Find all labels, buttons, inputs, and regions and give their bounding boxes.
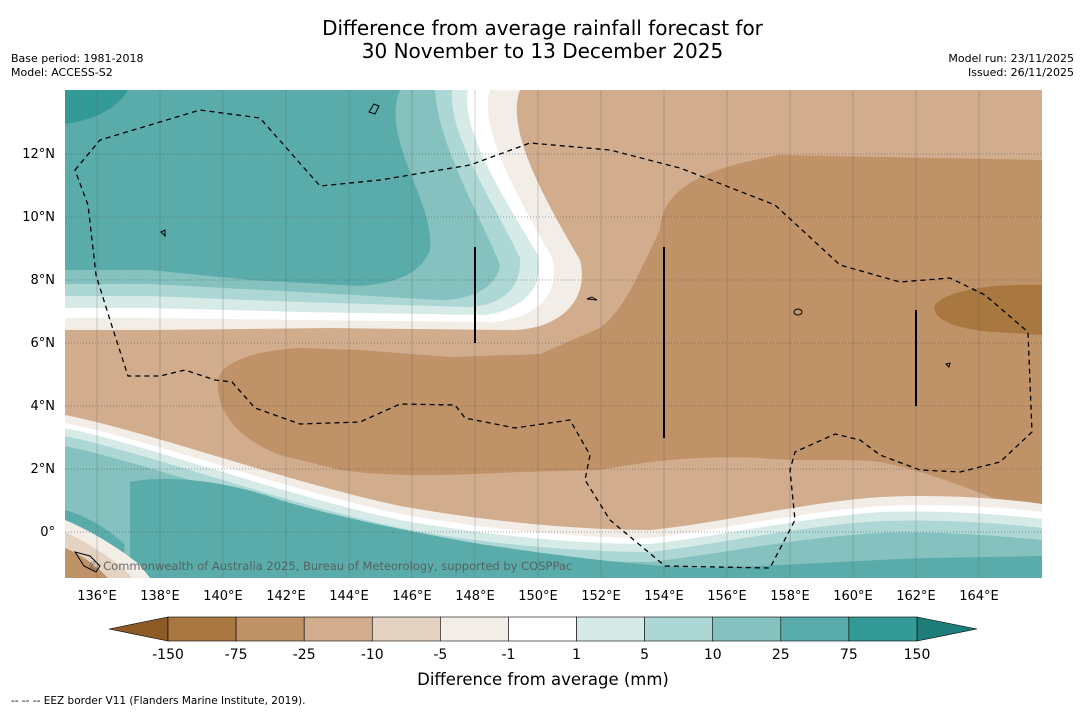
lat-labels: 12°N 10°N 8°N 6°N 4°N 2°N 0° bbox=[22, 147, 55, 540]
lat-label: 6°N bbox=[31, 336, 56, 351]
lon-label: 160°E bbox=[833, 589, 873, 604]
colorbar-swatch bbox=[440, 616, 509, 642]
wet-core-150 bbox=[65, 90, 128, 124]
title-line-1: Difference from average rainfall forecas… bbox=[322, 16, 763, 40]
lon-labels: 136°E 138°E 140°E 142°E 144°E 146°E 148°… bbox=[77, 589, 999, 604]
colorbar-swatch bbox=[371, 616, 441, 642]
lon-label: 146°E bbox=[392, 589, 432, 604]
lon-label: 148°E bbox=[455, 589, 495, 604]
lon-label: 144°E bbox=[329, 589, 369, 604]
colorbar-tick-label: -5 bbox=[433, 647, 447, 663]
colorbar-swatch bbox=[508, 616, 577, 642]
base-period: Base period: 1981-2018 bbox=[11, 52, 144, 65]
colorbar-swatch bbox=[712, 616, 782, 642]
lat-label: 10°N bbox=[22, 210, 55, 225]
issued-date: Issued: 26/11/2025 bbox=[967, 66, 1074, 79]
lon-label: 138°E bbox=[140, 589, 180, 604]
colorbar-swatch bbox=[644, 616, 714, 642]
colorbar-tick-label: 150 bbox=[904, 647, 931, 663]
colorbar-tick-label: 10 bbox=[704, 647, 722, 663]
lat-label: 4°N bbox=[31, 399, 56, 414]
colorbar-tick-label: 5 bbox=[640, 647, 649, 663]
lat-label: 2°N bbox=[31, 462, 56, 477]
lon-label: 152°E bbox=[581, 589, 621, 604]
vertical-marks bbox=[474, 247, 917, 438]
dry-core-75 bbox=[934, 284, 1042, 335]
graticule bbox=[65, 153, 1042, 533]
colorbar-swatch bbox=[235, 616, 305, 642]
lat-label: 0° bbox=[40, 525, 55, 540]
colorbar-title: Difference from average (mm) bbox=[417, 670, 669, 689]
dry-band-25 bbox=[217, 155, 1042, 520]
lat-label: 8°N bbox=[31, 273, 56, 288]
lon-label: 156°E bbox=[707, 589, 747, 604]
colorbar-tick-label: 25 bbox=[772, 647, 790, 663]
colorbar bbox=[108, 616, 978, 642]
lon-label: 164°E bbox=[959, 589, 999, 604]
eez-border bbox=[74, 109, 1033, 569]
model-run: Model run: 23/11/2025 bbox=[948, 52, 1074, 65]
colorbar-swatch bbox=[576, 616, 645, 642]
colorbar-tick-label: -1 bbox=[501, 647, 515, 663]
lon-label: 142°E bbox=[266, 589, 306, 604]
islands bbox=[73, 103, 951, 573]
colorbar-labels: -150 -75 -25 -10 -5 -1 1 5 10 25 75 150 bbox=[152, 647, 930, 663]
colorbar-tick-label: 1 bbox=[572, 647, 581, 663]
colorbar-over-arrow bbox=[916, 616, 978, 642]
lat-label: 12°N bbox=[22, 147, 55, 162]
lon-label: 140°E bbox=[203, 589, 243, 604]
colorbar-swatch bbox=[167, 616, 237, 642]
model-name: Model: ACCESS-S2 bbox=[11, 66, 113, 79]
south-band-75 bbox=[130, 478, 1042, 578]
copyright-note: © Commonwealth of Australia 2025, Bureau… bbox=[88, 559, 572, 573]
lon-label: 154°E bbox=[644, 589, 684, 604]
eez-footnote: -- -- -- EEZ border V11 (Flanders Marine… bbox=[11, 695, 306, 707]
wet-band-75 bbox=[65, 90, 431, 286]
meridians bbox=[96, 90, 980, 578]
lon-label: 136°E bbox=[77, 589, 117, 604]
colorbar-under-arrow bbox=[108, 616, 169, 642]
lon-label: 158°E bbox=[770, 589, 810, 604]
lon-label: 162°E bbox=[896, 589, 936, 604]
colorbar-tick-label: -75 bbox=[225, 647, 248, 663]
colorbar-tick-label: 75 bbox=[840, 647, 858, 663]
colorbar-swatch bbox=[780, 616, 850, 642]
colorbar-tick-label: -25 bbox=[293, 647, 316, 663]
colorbar-tick-label: -10 bbox=[361, 647, 384, 663]
colorbar-tick-label: -150 bbox=[152, 647, 184, 663]
title-line-2: 30 November to 13 December 2025 bbox=[361, 39, 724, 63]
colorbar-swatch bbox=[848, 616, 918, 642]
map-panel: © Commonwealth of Australia 2025, Bureau… bbox=[65, 90, 1042, 578]
lon-label: 150°E bbox=[518, 589, 558, 604]
colorbar-swatch bbox=[303, 616, 373, 642]
